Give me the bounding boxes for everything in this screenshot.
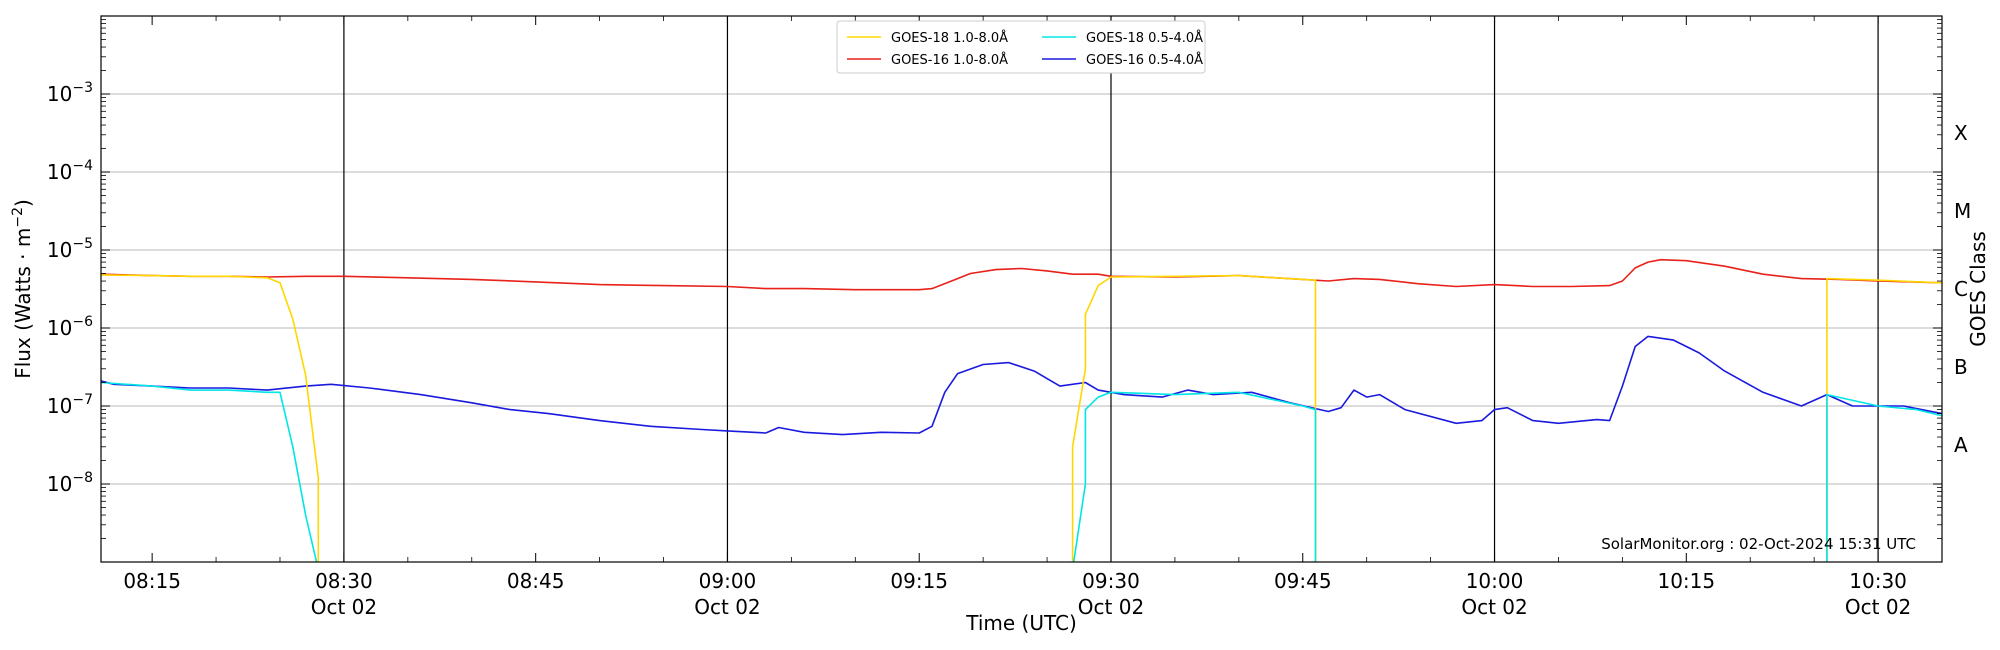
y-tick-label: 10−6 — [47, 314, 93, 340]
y-tick-exponent: −4 — [72, 158, 93, 174]
y-axis-title: Flux (Watts · m−2) — [10, 199, 35, 379]
series-line — [101, 381, 1942, 562]
y-tick-base: 10 — [47, 472, 72, 496]
y-axis-ticks: 10−810−710−610−510−410−3 — [47, 19, 1942, 539]
legend: GOES-18 1.0-8.0Å GOES-18 0.5-4.0Å GOES-16 … — [836, 20, 1206, 74]
x-tick-label: 09:30 — [1082, 569, 1140, 593]
x-tick-label: 09:15 — [890, 569, 948, 593]
goes-class-axis-title: GOES Class — [1966, 231, 1990, 347]
series-layer — [101, 258, 1942, 562]
y-axis-title-main: Flux (Watts · m — [11, 228, 35, 379]
x-tick-date: Oct 02 — [311, 595, 377, 619]
x-tick-date: Oct 02 — [1078, 595, 1144, 619]
goes-class-m: M — [1954, 199, 1971, 223]
legend-label: GOES-16 1.0-8.0Å — [891, 52, 1008, 68]
x-tick-label: 09:45 — [1274, 569, 1332, 593]
y-tick-label: 10−7 — [47, 392, 93, 418]
x-tick-label: 08:15 — [123, 569, 181, 593]
x-tick-date: Oct 02 — [1845, 595, 1911, 619]
x-tick-label: 08:30 — [315, 569, 373, 593]
goes-class-c: C — [1954, 277, 1968, 301]
legend-label: GOES-18 1.0-8.0Å — [891, 30, 1008, 46]
y-tick-base: 10 — [47, 316, 72, 340]
legend-box — [836, 20, 1206, 74]
goes-class-a: A — [1954, 433, 1968, 457]
series-line — [101, 335, 1942, 436]
legend-entry: GOES-16 0.5-4.0Å — [1042, 52, 1203, 68]
y-tick-exponent: −3 — [72, 80, 93, 96]
x-tick-label: 10:00 — [1466, 569, 1524, 593]
y-tick-exponent: −6 — [72, 314, 93, 330]
x-tick-date: Oct 02 — [1461, 595, 1527, 619]
legend-label: GOES-16 0.5-4.0Å — [1086, 52, 1203, 68]
series-line — [101, 274, 1942, 562]
x-tick-label: 10:30 — [1849, 569, 1907, 593]
x-tick-date: Oct 02 — [694, 595, 760, 619]
credit-text: SolarMonitor.org : 02-Oct-2024 15:31 UTC — [1601, 535, 1916, 553]
y-tick-label: 10−3 — [47, 80, 93, 106]
y-tick-exponent: −8 — [72, 470, 93, 486]
goes-class-x: X — [1954, 121, 1968, 145]
y-tick-label: 10−5 — [47, 236, 93, 262]
y-axis-title-exponent: −2 — [10, 207, 26, 228]
y-gridlines — [101, 93, 1942, 485]
x-tick-label: 09:00 — [699, 569, 757, 593]
y-tick-label: 10−4 — [47, 158, 93, 184]
series-line — [101, 258, 1942, 291]
x-tick-label: 08:45 — [507, 569, 565, 593]
y-tick-exponent: −5 — [72, 236, 93, 252]
legend-entry: GOES-18 0.5-4.0Å — [1042, 30, 1203, 46]
goes-class-labels: A B C M X — [1954, 121, 1971, 457]
y-tick-base: 10 — [47, 160, 72, 184]
legend-entry: GOES-18 1.0-8.0Å — [847, 30, 1008, 46]
y-axis-title-close: ) — [11, 199, 35, 207]
y-tick-base: 10 — [47, 82, 72, 106]
y-tick-label: 10−8 — [47, 470, 93, 496]
goes-class-b: B — [1954, 355, 1968, 379]
y-tick-exponent: −7 — [72, 392, 93, 408]
legend-label: GOES-18 0.5-4.0Å — [1086, 30, 1203, 46]
y-tick-base: 10 — [47, 238, 72, 262]
x-axis-title: Time (UTC) — [965, 611, 1077, 635]
x-tick-label: 10:15 — [1657, 569, 1715, 593]
time-markers — [343, 16, 1879, 562]
legend-entry: GOES-16 1.0-8.0Å — [847, 52, 1008, 68]
plot-area-frame — [100, 15, 1943, 563]
y-tick-base: 10 — [47, 394, 72, 418]
